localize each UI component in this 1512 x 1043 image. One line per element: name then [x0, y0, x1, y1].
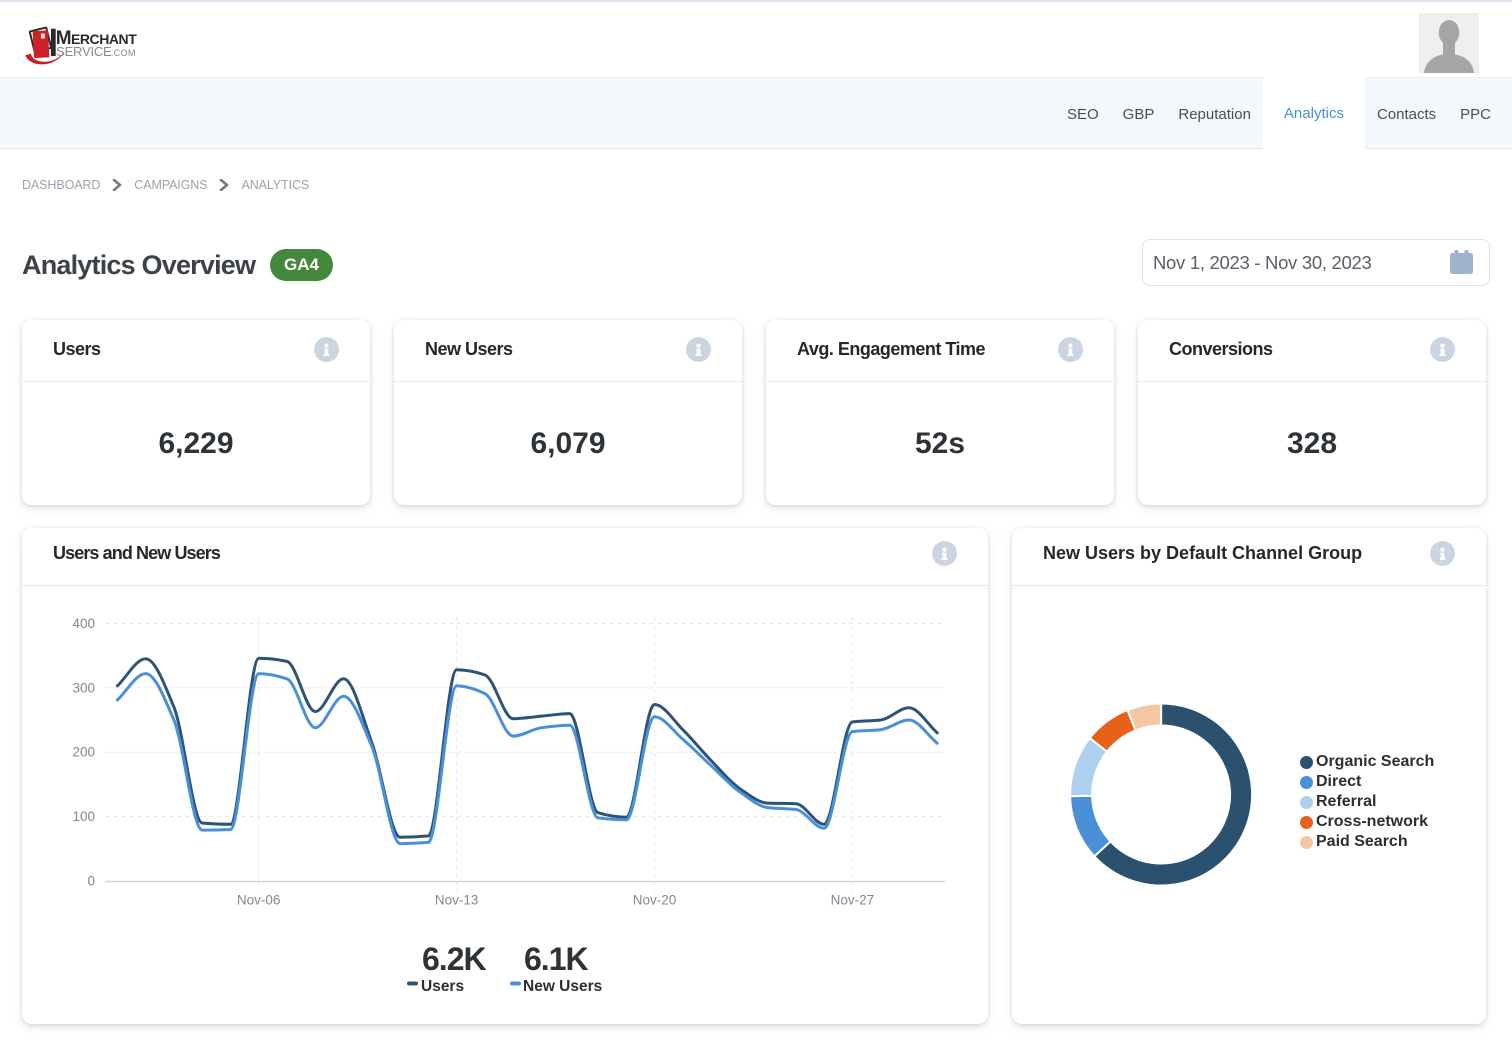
- svg-text:Nov-06: Nov-06: [237, 893, 281, 908]
- svg-text:ERCHANT: ERCHANT: [71, 31, 137, 47]
- svg-text:Nov-27: Nov-27: [831, 893, 875, 908]
- svg-text:Users: Users: [421, 978, 464, 995]
- svg-text:.COM: .COM: [111, 48, 136, 58]
- svg-text:300: 300: [72, 680, 95, 695]
- svg-text:100: 100: [72, 809, 95, 824]
- svg-text:SERVICE: SERVICE: [56, 44, 112, 59]
- svg-text:6.1K: 6.1K: [524, 941, 588, 977]
- svg-text:200: 200: [72, 745, 95, 760]
- svg-text:Nov-13: Nov-13: [435, 893, 479, 908]
- svg-text:400: 400: [72, 616, 95, 631]
- svg-text:M: M: [56, 28, 72, 49]
- svg-text:6.2K: 6.2K: [422, 941, 486, 977]
- svg-text:New Users: New Users: [523, 978, 602, 995]
- svg-text:0: 0: [87, 874, 95, 889]
- svg-text:Nov-20: Nov-20: [633, 893, 677, 908]
